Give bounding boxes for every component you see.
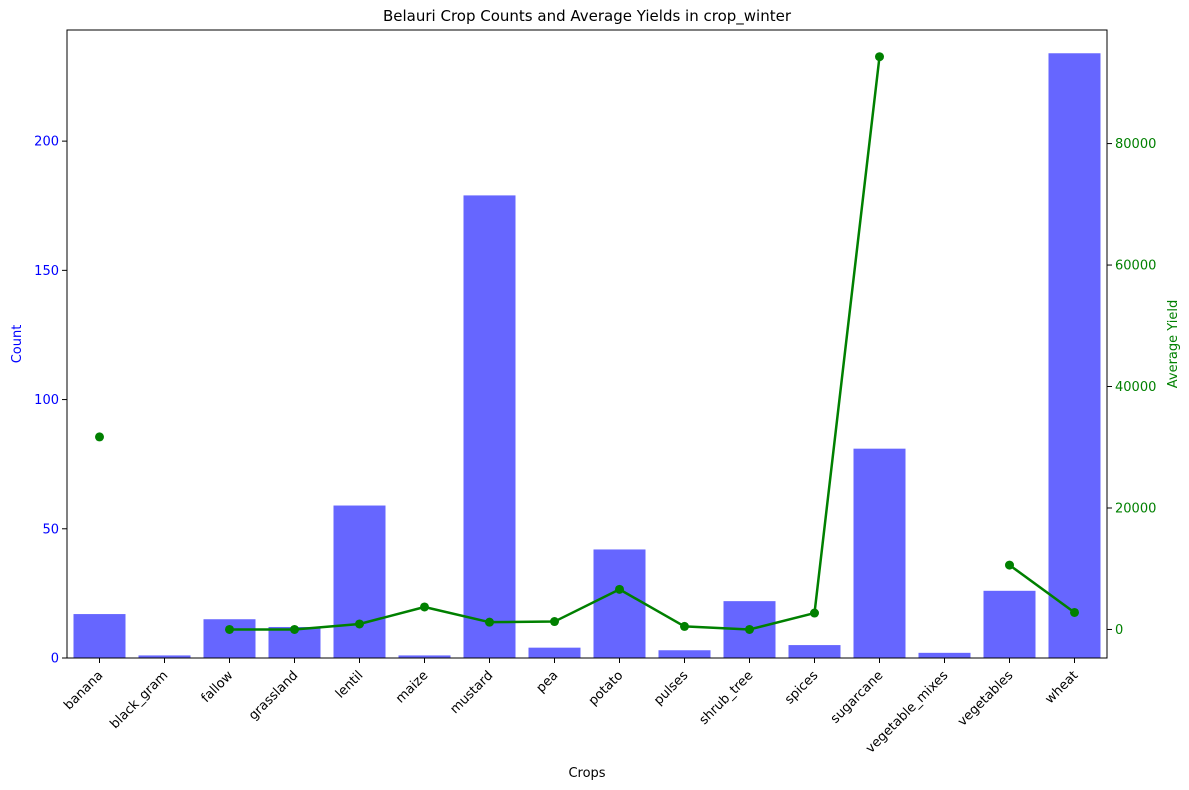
bar-banana xyxy=(73,614,126,658)
bar-vegetables xyxy=(983,590,1036,658)
bar-maize xyxy=(398,655,451,658)
yield-point-mustard xyxy=(485,617,494,627)
x-tick-label-potato: potato xyxy=(586,668,627,709)
x-tick-label-vegetables: vegetables xyxy=(955,668,1016,729)
x-tick-label-banana: banana xyxy=(61,668,106,713)
yield-line-segment-2 xyxy=(1008,564,1076,614)
yield-point-grassland xyxy=(290,624,299,634)
x-tick-label-black_gram: black_gram xyxy=(108,668,172,732)
x-tick-label-grassland: grassland xyxy=(246,668,301,723)
yield-point-fallow xyxy=(225,624,234,634)
x-tick-label-fallow: fallow xyxy=(199,668,237,706)
y2-tick-label: 0 xyxy=(1115,623,1123,638)
plot-frame xyxy=(66,29,1108,659)
bars-layer xyxy=(73,53,1101,658)
bar-vegetable_mixes xyxy=(918,652,971,658)
y-tick-label: 100 xyxy=(34,393,59,408)
bar-mustard xyxy=(463,195,516,658)
chart-title: Belauri Crop Counts and Average Yields i… xyxy=(383,7,792,26)
yield-point-lentil xyxy=(355,619,364,629)
x-tick-label-spices: spices xyxy=(782,668,821,707)
y2-axis-label: Average Yield xyxy=(1166,300,1181,388)
bar-pea xyxy=(528,647,581,658)
y-tick-label: 0 xyxy=(51,652,59,667)
yield-point-potato xyxy=(615,584,624,594)
yield-point-shrub_tree xyxy=(745,624,754,634)
x-tick-label-wheat: wheat xyxy=(1042,668,1081,707)
yield-point-wheat xyxy=(1070,607,1079,617)
y-tick-label: 200 xyxy=(34,135,59,150)
bar-black_gram xyxy=(138,655,191,658)
yield-point-sugarcane xyxy=(875,52,884,62)
yield-point-pulses xyxy=(680,621,689,631)
yield-line-segment-1 xyxy=(229,56,881,631)
yield-point-maize xyxy=(420,602,429,612)
x-tick-label-mustard: mustard xyxy=(447,668,496,717)
yield-point-spices xyxy=(810,608,819,618)
bar-spices xyxy=(788,645,841,658)
yield-point-banana xyxy=(95,432,104,442)
bar-pulses xyxy=(658,650,711,658)
x-tick-label-pulses: pulses xyxy=(651,668,691,708)
x-tick-label-lentil: lentil xyxy=(333,668,366,701)
x-tick-label-pea: pea xyxy=(534,668,562,696)
x-tick-label-shrub_tree: shrub_tree xyxy=(697,668,757,728)
yield-line-layer xyxy=(95,52,1079,634)
bar-potato xyxy=(593,549,646,658)
y2-tick-label: 80000 xyxy=(1115,137,1156,152)
y2-tick-label: 20000 xyxy=(1115,501,1156,516)
bar-wheat xyxy=(1048,53,1101,658)
y-axis-label: Count xyxy=(10,325,25,364)
bar-sugarcane xyxy=(853,448,906,658)
bar-lentil xyxy=(333,505,386,658)
y-tick-label: 150 xyxy=(34,264,59,279)
y-tick-label: 50 xyxy=(42,522,59,537)
x-tick-label-sugarcane: sugarcane xyxy=(828,668,886,726)
y2-tick-label: 40000 xyxy=(1115,380,1156,395)
x-tick-label-maize: maize xyxy=(393,668,431,706)
y2-tick-label: 60000 xyxy=(1115,259,1156,274)
x-axis-label: Crops xyxy=(568,766,605,781)
yield-point-pea xyxy=(550,617,559,627)
yield-point-vegetables xyxy=(1005,560,1014,570)
